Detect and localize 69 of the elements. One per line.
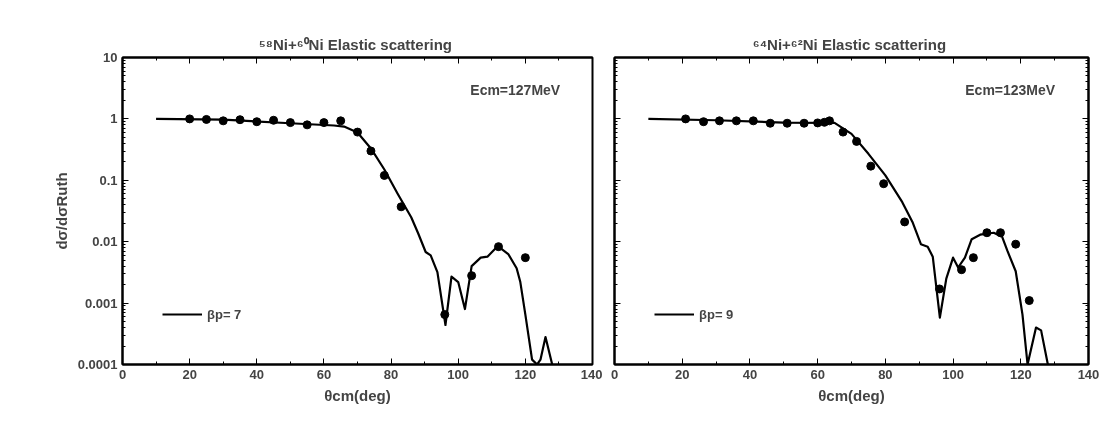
point: [714, 116, 724, 126]
point: [336, 116, 346, 126]
y-axis-title: dσ/dσRuth: [52, 172, 70, 250]
point: [185, 114, 195, 124]
point: [366, 146, 376, 156]
x-tick-label: 0: [118, 366, 127, 382]
y-tick-label: 0.001: [84, 295, 118, 311]
x-tick-label: 140: [580, 366, 603, 382]
point: [681, 114, 691, 124]
point: [765, 118, 775, 128]
annotation: Ecm=127MeV: [470, 81, 561, 98]
x-tick-label: 120: [1009, 366, 1032, 382]
point: [957, 265, 967, 275]
point: [968, 253, 978, 263]
point: [201, 114, 211, 124]
y-tick-label: 0.1: [99, 172, 118, 188]
x-tick-label: 60: [316, 366, 332, 382]
annotation: Ecm=123MeV: [965, 81, 1056, 98]
point: [440, 310, 450, 320]
point: [900, 217, 910, 227]
x-tick-label: 80: [878, 366, 893, 382]
point: [731, 116, 741, 126]
point: [748, 116, 758, 126]
chart-title: ⁶⁴Ni+⁶²Ni Elastic scattering: [752, 35, 947, 53]
x-tick-label: 40: [742, 366, 758, 382]
point: [935, 284, 945, 294]
x-tick-label: 80: [383, 366, 399, 382]
point: [235, 115, 245, 125]
x-axis-title: θcm(deg): [324, 386, 391, 404]
point: [520, 253, 530, 263]
point: [396, 202, 406, 212]
point: [838, 127, 848, 137]
point: [353, 127, 362, 137]
x-tick-label: 60: [810, 366, 825, 382]
point: [879, 179, 889, 189]
x-tick-label: 100: [942, 366, 964, 382]
y-tick-label: 0.0001: [77, 357, 118, 372]
y-tick-label: 1: [110, 111, 118, 127]
x-tick-label: 120: [514, 366, 537, 382]
x-tick-label: 20: [674, 366, 690, 382]
point: [1011, 239, 1021, 249]
chart-title: ⁵⁸Ni+⁶⁰Ni Elastic scattering: [258, 35, 453, 53]
x-axis-title: θcm(deg): [818, 386, 885, 404]
point: [852, 136, 862, 146]
point: [285, 118, 295, 128]
point: [218, 116, 228, 126]
y-tick-label: 0.01: [92, 234, 118, 250]
point: [1024, 296, 1034, 306]
point: [467, 271, 477, 281]
point: [782, 118, 792, 128]
point: [995, 228, 1005, 238]
point: [982, 228, 992, 238]
legend-label: βp= 9: [699, 306, 734, 322]
point: [494, 242, 503, 252]
x-tick-label: 140: [1077, 366, 1100, 382]
point: [799, 118, 809, 128]
point: [319, 118, 329, 128]
x-tick-label: 20: [182, 366, 197, 382]
point: [269, 115, 279, 125]
point: [379, 170, 389, 180]
x-tick-label: 0: [610, 366, 619, 382]
y-tick-label: 10: [103, 50, 118, 65]
point: [302, 120, 312, 130]
point: [252, 117, 262, 127]
x-tick-label: 100: [447, 366, 470, 382]
point: [866, 161, 876, 171]
x-tick-label: 40: [249, 366, 265, 382]
point: [699, 117, 709, 127]
legend-label: βp= 7: [207, 306, 242, 322]
